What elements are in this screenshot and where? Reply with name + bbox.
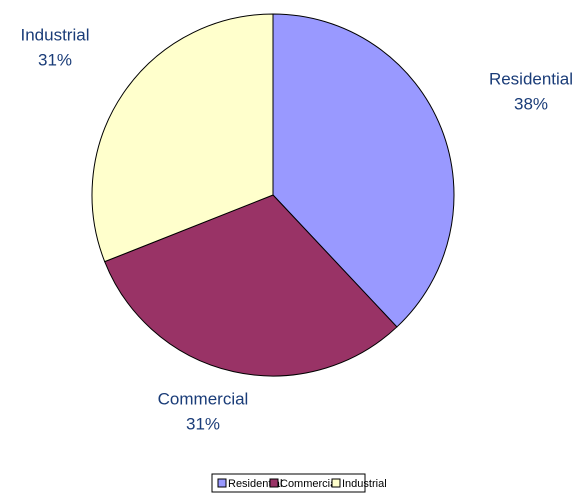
legend-box	[211, 473, 366, 493]
data-label-value: 38%	[514, 94, 548, 113]
data-label-name: Residential	[489, 69, 573, 88]
data-label-value: 31%	[186, 414, 220, 433]
data-labels: Residential 38% Commercial 31% Industrial 31%	[21, 25, 574, 433]
legend-swatch	[331, 478, 341, 488]
legend-swatch	[217, 478, 227, 488]
pie-slice	[91, 13, 274, 263]
pie-slice	[104, 194, 398, 377]
pie-slice	[272, 13, 455, 328]
legend-label: Commercial	[280, 478, 339, 490]
data-label-name: Commercial	[158, 389, 249, 408]
data-label-name: Industrial	[21, 25, 90, 44]
legend-label: Industrial	[342, 478, 387, 490]
legend-label: Residential	[228, 478, 282, 490]
legend-swatch	[269, 478, 279, 488]
data-label-value: 31%	[38, 50, 72, 69]
pie	[91, 13, 455, 377]
